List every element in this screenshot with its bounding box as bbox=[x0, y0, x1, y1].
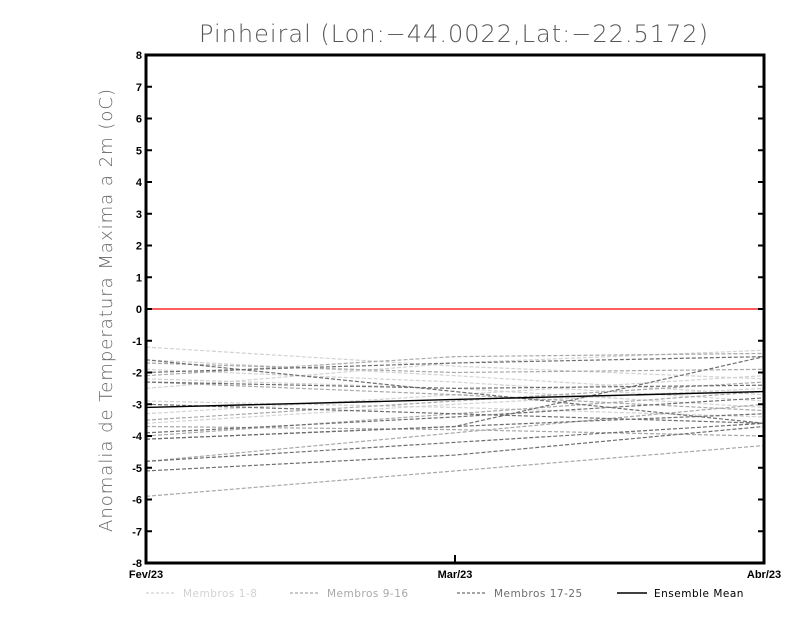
y-tick-label: 3 bbox=[136, 209, 142, 221]
member-series-line bbox=[145, 349, 765, 389]
member-series-line bbox=[145, 400, 765, 418]
y-tick-label: -3 bbox=[132, 399, 142, 411]
member-series-line bbox=[145, 356, 765, 374]
member-series-line bbox=[145, 422, 765, 462]
legend-label: Ensemble Mean bbox=[654, 588, 744, 600]
y-tick-label: -7 bbox=[132, 526, 142, 538]
legend-label: Membros 17-25 bbox=[494, 588, 583, 600]
legend: Membros 1-8 Membros 9-16 Membros 17-25 Ense… bbox=[146, 588, 744, 600]
y-tick-label: -5 bbox=[132, 463, 142, 475]
member-series-line bbox=[145, 381, 765, 412]
y-tick-label: 2 bbox=[136, 241, 142, 253]
member-series-line bbox=[145, 403, 765, 462]
x-tick-label: Mar/23 bbox=[438, 569, 473, 581]
y-tick-label: 0 bbox=[136, 304, 142, 316]
y-tick-label: 6 bbox=[136, 114, 142, 126]
y-tick-label: -6 bbox=[132, 495, 142, 507]
ensemble-mean-line bbox=[145, 390, 765, 409]
y-axis-label: Anomalia de Temperatura Maxima a 2m (oC) bbox=[96, 88, 117, 532]
y-tick-label: 5 bbox=[136, 145, 142, 157]
member-series-line bbox=[145, 362, 765, 374]
chart-title: Pinheiral (Lon:−44.0022,Lat:−22.5172) bbox=[199, 20, 709, 48]
member-series-line bbox=[145, 381, 765, 389]
y-tick-label: -8 bbox=[132, 558, 142, 570]
y-tick-label: -4 bbox=[132, 431, 143, 443]
member-series-line bbox=[145, 346, 765, 380]
y-tick-label: -1 bbox=[132, 336, 142, 348]
member-series-line bbox=[145, 397, 765, 434]
member-series-line bbox=[145, 425, 765, 472]
legend-label: Membros 9-16 bbox=[327, 588, 409, 600]
member-series-line bbox=[145, 444, 765, 497]
y-tick-label: 7 bbox=[136, 82, 142, 94]
x-tick-label: Fev/23 bbox=[129, 569, 163, 581]
member-series-line bbox=[145, 359, 765, 396]
member-series-line bbox=[145, 387, 765, 424]
member-series-line bbox=[145, 356, 765, 440]
member-series-line bbox=[145, 381, 765, 421]
member-series-line bbox=[145, 359, 765, 424]
y-tick-label: 1 bbox=[136, 272, 142, 284]
y-tick-label: -2 bbox=[132, 368, 142, 380]
y-tick-label: 4 bbox=[136, 177, 143, 189]
legend-label: Membros 1-8 bbox=[183, 588, 257, 600]
member-series-line bbox=[145, 368, 765, 402]
y-tick-label: 8 bbox=[136, 50, 142, 62]
x-tick-label: Abr/23 bbox=[747, 569, 781, 581]
member-series-line bbox=[145, 403, 765, 424]
